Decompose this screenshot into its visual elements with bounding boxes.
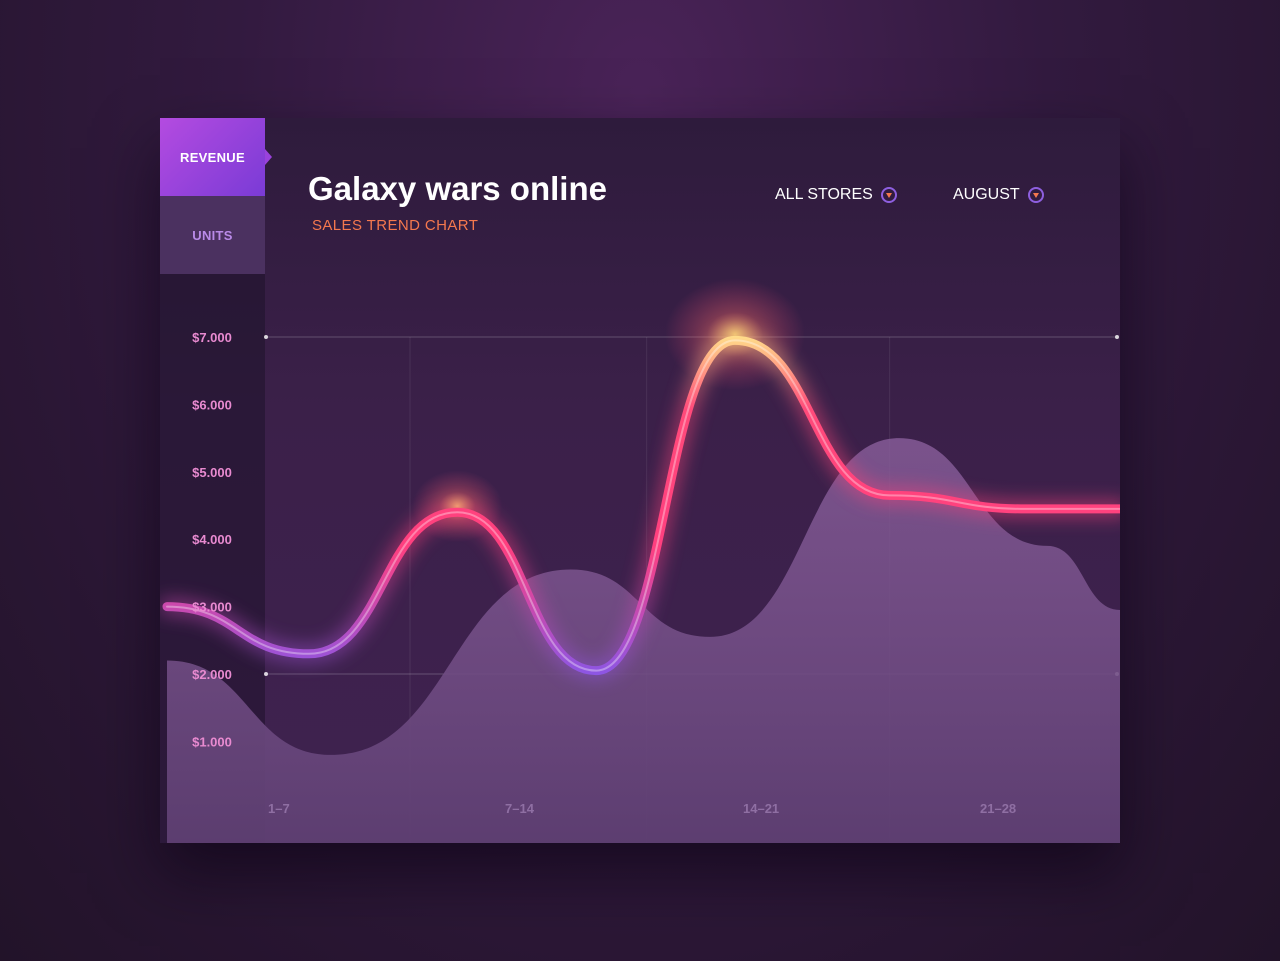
sales-trend-chart: $7.000 $6.000 $5.000 $4.000 $3.000 $2.000 $1.0… xyxy=(160,278,1120,843)
y-tick-label: $3.000 xyxy=(192,600,232,615)
chevron-down-icon xyxy=(1027,187,1044,203)
month-dropdown[interactable]: AUGUST xyxy=(953,186,1044,204)
y-axis-ticks: $7.000 $6.000 $5.000 $4.000 $3.000 $2.000 $1.0… xyxy=(192,330,232,749)
x-axis-ticks: 1–7 7–14 14–21 21–28 xyxy=(268,801,1016,816)
reference-dot-right xyxy=(1115,335,1119,339)
tab-revenue[interactable]: REVENUE xyxy=(160,118,272,196)
x-tick-label: 1–7 xyxy=(268,801,290,816)
page-title: Galaxy wars online xyxy=(308,170,607,207)
chevron-down-icon xyxy=(880,187,897,203)
reference-dot-left xyxy=(264,335,268,339)
y-tick-label: $5.000 xyxy=(192,465,232,480)
y-tick-label: $4.000 xyxy=(192,532,232,547)
y-tick-label: $2.000 xyxy=(192,667,232,682)
peak-glows xyxy=(412,278,806,543)
reference-dot-left xyxy=(264,672,268,676)
y-tick-label: $6.000 xyxy=(192,397,232,412)
chart-card: $7.000 $6.000 $5.000 $4.000 $3.000 $2.000 $1.0… xyxy=(160,118,1120,843)
series-line-highlight xyxy=(166,339,1120,672)
chart-subtitle: SALES TREND CHART xyxy=(312,217,479,234)
store-dropdown-label: ALL STORES xyxy=(775,186,873,203)
series-area xyxy=(167,438,1120,843)
month-dropdown-label: AUGUST xyxy=(953,186,1020,203)
y-tick-label: $1.000 xyxy=(192,734,232,749)
x-tick-label: 7–14 xyxy=(505,801,535,816)
tab-units[interactable]: UNITS xyxy=(160,196,265,274)
store-dropdown[interactable]: ALL STORES xyxy=(775,186,897,204)
x-tick-label: 14–21 xyxy=(743,801,779,816)
y-tick-label: $7.000 xyxy=(192,330,232,345)
series-line xyxy=(162,335,1120,676)
x-tick-label: 21–28 xyxy=(980,801,1016,816)
